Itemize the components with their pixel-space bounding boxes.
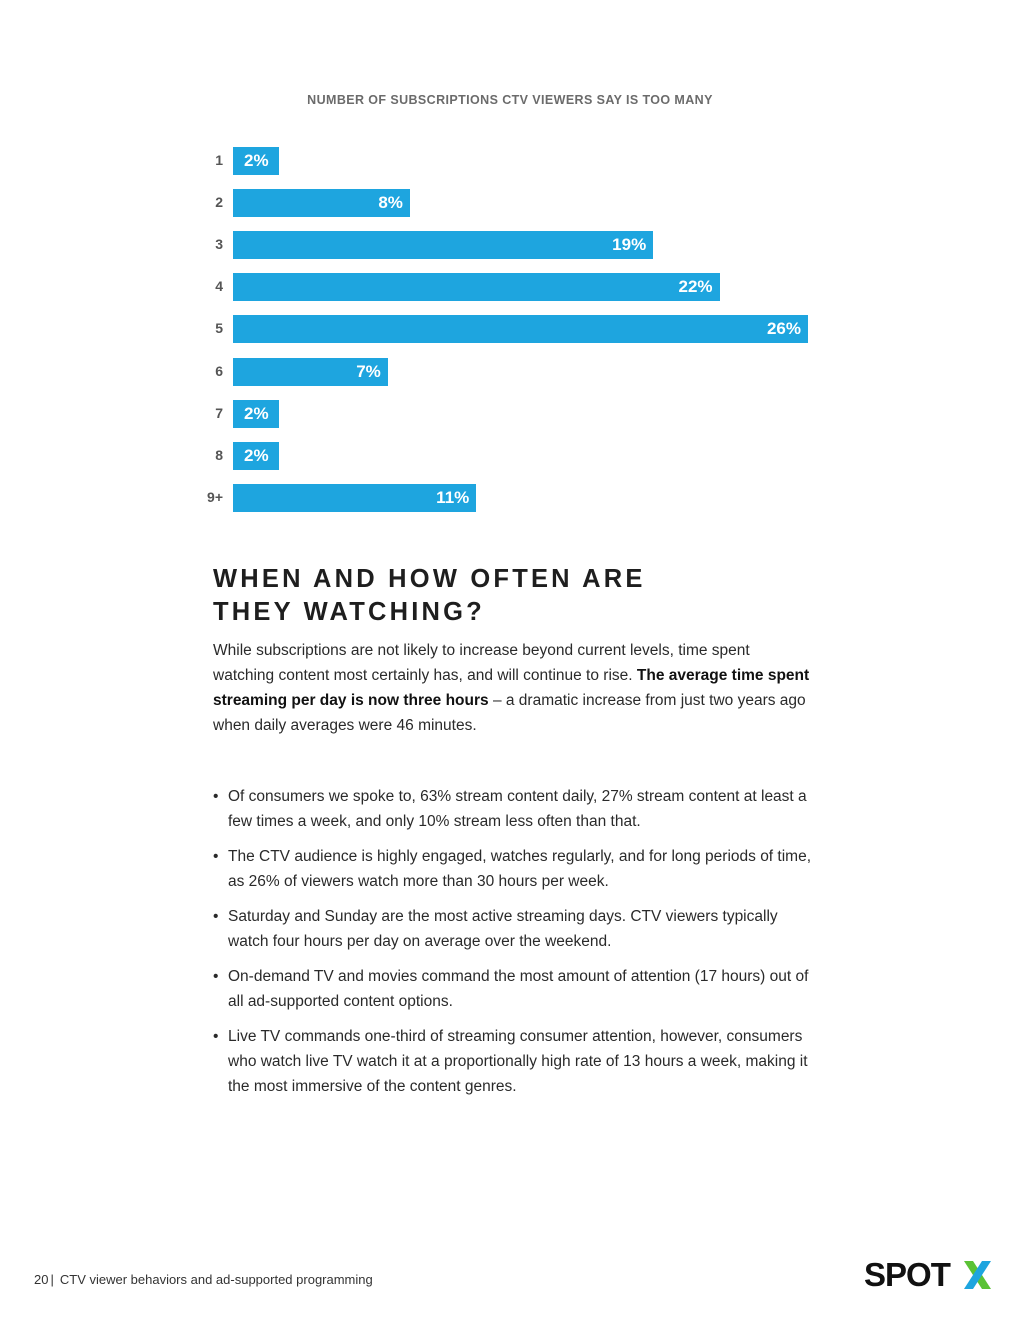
category-label: 5 xyxy=(215,320,223,337)
chart-title: NUMBER OF SUBSCRIPTIONS CTV VIEWERS SAY … xyxy=(307,93,713,107)
footer-title: CTV viewer behaviors and ad-supported pr… xyxy=(59,1272,373,1287)
bar: 7% xyxy=(233,357,388,386)
bar: 26% xyxy=(233,315,808,344)
logo-wordmark: SPOT xyxy=(864,1256,951,1293)
bullet-text: Live TV commands one-third of streaming … xyxy=(228,1028,808,1095)
category-label: 2 xyxy=(215,194,223,211)
intro-paragraph: While subscriptions are not likely to in… xyxy=(213,638,813,738)
bar-value-label: 2% xyxy=(244,151,269,170)
bar: 8% xyxy=(233,189,410,218)
bar-value-label: 19% xyxy=(612,235,647,255)
bullet-list: • Of consumers we spoke to, 63% stream co… xyxy=(213,784,813,1109)
bar-value-label: 8% xyxy=(378,193,403,213)
category-label: 8 xyxy=(215,446,223,463)
bullet-item: • Of consumers we spoke to, 63% stream co… xyxy=(213,784,813,834)
intro-bold-text: The average time spent streaming per day… xyxy=(213,667,810,709)
bar-chart: 1 2% 2 8% 3 19% 4 22% 5 26% 6 7% 7 2% 8 2% 9+ 11% xyxy=(0,0,1020,540)
category-label: 4 xyxy=(215,278,223,295)
section-heading-line-2: THEY WATCHING? xyxy=(213,598,485,626)
bar-value-label: 22% xyxy=(678,277,713,297)
category-label: 9+ xyxy=(207,488,223,505)
section-heading-line-1: WHEN AND HOW OFTEN ARE xyxy=(213,565,646,593)
bullet-dot-icon: • xyxy=(213,908,219,925)
bar-value-label: 7% xyxy=(356,361,381,381)
category-label: 7 xyxy=(215,404,223,421)
spotx-logo: SPOT xyxy=(864,1256,991,1293)
intro-text-2: – a dramatic increase from just two year… xyxy=(213,692,806,734)
bar: 2% xyxy=(233,441,279,470)
bullet-text: On-demand TV and movies command the most… xyxy=(228,968,809,1010)
bullet-text: Saturday and Sunday are the most active … xyxy=(228,908,778,950)
bullet-item: • The CTV audience is highly engaged, wat… xyxy=(213,844,813,894)
bar: 22% xyxy=(233,273,720,302)
bullet-text: Of consumers we spoke to, 63% stream con… xyxy=(228,788,807,830)
category-label: 3 xyxy=(215,236,223,253)
footer-separator: | xyxy=(50,1272,54,1287)
bullet-dot-icon: • xyxy=(213,848,219,865)
bar: 2% xyxy=(233,147,279,175)
category-label: 1 xyxy=(215,152,223,168)
footer: 20 | CTV viewer behaviors and ad-supported… xyxy=(34,1272,373,1287)
bullet-text: The CTV audience is highly engaged, watc… xyxy=(228,848,812,890)
bar-value-label: 11% xyxy=(436,487,470,507)
bar-value-label: 26% xyxy=(766,319,801,339)
bar-value-label: 2% xyxy=(244,445,269,465)
bullet-dot-icon: • xyxy=(213,788,219,805)
logo-x-mark xyxy=(964,1261,991,1289)
category-label: 6 xyxy=(215,362,223,379)
intro-text-1: While subscriptions are not likely to in… xyxy=(213,642,750,684)
bullet-item: • On-demand TV and movies command the mos… xyxy=(213,964,813,1014)
bar: 19% xyxy=(233,231,654,260)
logo-text-main: SPOT xyxy=(864,1256,951,1293)
bar: 11% xyxy=(233,483,477,512)
bullet-item: • Live TV commands one-third of streaming… xyxy=(213,1024,813,1099)
bar-value-label: 2% xyxy=(244,403,269,423)
bullet-dot-icon: • xyxy=(213,1028,219,1045)
bullet-dot-icon: • xyxy=(213,968,219,985)
footer-page-number: 20 xyxy=(34,1272,49,1287)
section-heading: WHEN AND HOW OFTEN ARE THEY WATCHING? xyxy=(213,563,813,629)
bar: 2% xyxy=(233,399,279,428)
bullet-item: • Saturday and Sunday are the most active… xyxy=(213,904,813,954)
